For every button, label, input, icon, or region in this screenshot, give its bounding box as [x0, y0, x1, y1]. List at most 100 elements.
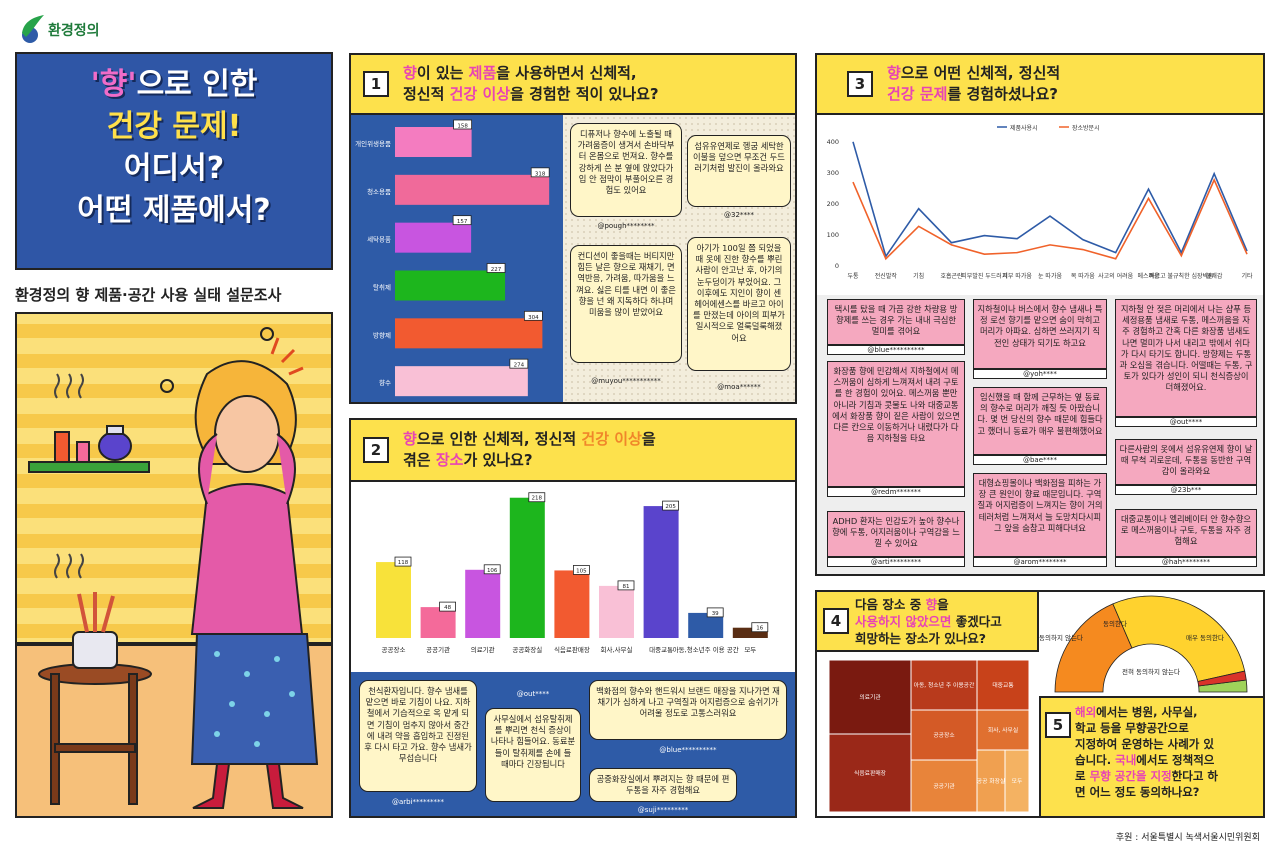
q1-header: 1 향이 있는 제품을 사용하면서 신체적, 정신적 건강 이상을 경험한 적이… — [351, 55, 795, 115]
q3-ytick-label: 0 — [835, 262, 839, 270]
q5-gauge-segment — [1197, 670, 1247, 687]
q5-question: 해외에서는 병원, 사무실, 학교 등을 무향공간으로 지정하여 운영하는 사례… — [1075, 705, 1218, 799]
q2-category-label: 대중교통 — [649, 646, 673, 654]
q2-bubble-1-user: @arbi********* — [391, 798, 445, 806]
q3-ytick-label: 200 — [827, 200, 839, 208]
q3-comment-7-user: @arom******** — [973, 557, 1107, 567]
q3-category-label: 피부 따가움 — [1002, 272, 1032, 280]
q5-gauge-segment — [1198, 679, 1248, 693]
survey-subtitle: 환경정의 향 제품·공간 사용 실태 설문조사 — [15, 286, 282, 304]
q2-value-tag — [439, 601, 456, 612]
q3-comment-5: 임신했을 때 함께 근무하는 옆 동료의 향수로 머리가 깨질 듯 아팠습니다.… — [973, 387, 1107, 455]
q1-bubble-1-user: @pough******** — [597, 222, 655, 230]
q2-value-tag — [662, 500, 680, 511]
q4-cell-label: 회사, 사무실 — [988, 726, 1018, 734]
q5-number: 5 — [1045, 712, 1071, 738]
q3-comment-6: 다른사람의 옷에서 섬유유연제 향이 날 때 무척 괴로운데, 두통을 동반한 … — [1115, 439, 1257, 485]
q3-legend-label: 장소방문시 — [1072, 124, 1100, 132]
q1-bubble-2: 섬유유연제로 헹굼 세탁한 이불을 덮으면 무조건 두드러기처럼 발진이 올라와… — [687, 135, 791, 207]
q4-header: 4 다음 장소 중 향을 사용하지 않았으면 좋겠다고 희망하는 장소가 있나요… — [817, 592, 1039, 652]
q2-bubble-3: 백화점의 향수와 핸드워시 브랜드 매장을 지나가면 재채기가 심하게 나고 구… — [589, 680, 787, 740]
q2-question: 향으로 인한 신체적, 정신적 건강 이상을 겪은 장소가 있나요? — [403, 430, 656, 469]
q1-bubble-3: 컨디션이 좋을때는 버티지만 힘든 날은 향으로 재채기, 면역반응, 가려움,… — [570, 245, 682, 363]
q3-legend-label: 제품사용시 — [1010, 124, 1038, 132]
q3-category-label: 눈 따가움 — [1038, 272, 1062, 280]
q2-bar-chart: 118 공공장소 48 공공기관 106 의료기관 218 공공화장실 105 식음료판매장 81 회… — [376, 492, 769, 654]
q3-category-label: 피부발진 두드러기 — [961, 272, 1007, 280]
hero-quote: '향' — [90, 67, 137, 102]
q2-value-label: 205 — [665, 504, 676, 510]
q3-ytick-label: 100 — [827, 231, 839, 239]
q3-category-label: 빠르고 불규칙한 심장박동 — [1149, 272, 1214, 280]
q1-bar — [395, 127, 472, 157]
q2-bar — [509, 497, 545, 638]
q4-treemap-cell — [910, 660, 978, 711]
q3-category-label: 사고의 어려움 — [1098, 272, 1134, 280]
q2-category-label: 식음료판매장 — [554, 645, 590, 654]
q1-bubble-4: 아기가 100일 쯤 되었을 때 옷에 진한 향수를 뿌린 사람이 안고난 후,… — [687, 237, 791, 371]
q1-category-label: 탈취제 — [373, 284, 391, 292]
q3-comment-8-user: @arti********* — [827, 557, 965, 567]
q1-comments: 디퓨저나 향수에 노출될 때 가려움증이 생겨서 손바닥부터 온몸으로 번져요.… — [563, 115, 795, 402]
q1-bar — [395, 222, 472, 253]
q2-value-label: 106 — [487, 568, 498, 574]
q4-number: 4 — [823, 608, 849, 634]
q1-value-label: 158 — [457, 124, 468, 130]
q3-category-label: 불쾌감 — [1206, 272, 1223, 280]
q5-block: 5 해외에서는 병원, 사무실, 학교 등을 무향공간으로 지정하여 운영하는 … — [1039, 696, 1263, 816]
q3-category-label: 목 따가움 — [1071, 272, 1095, 280]
q2-category-label: 공공장소 — [382, 645, 406, 654]
q4-cell-label: 공공장소 — [933, 732, 955, 739]
illustration — [15, 312, 333, 818]
q1-value-label: 318 — [535, 171, 546, 177]
q1-value-label: 227 — [491, 267, 502, 273]
q2-value-label: 16 — [756, 626, 763, 632]
q3-comment-8: ADHD 환자는 민감도가 높아 향수나 향에 두통, 어지러움이나 구역감을 … — [827, 511, 965, 557]
q4-treemap-cell — [910, 759, 978, 812]
q1-category-label: 세탁용품 — [367, 235, 391, 244]
q1-value-tag — [523, 310, 543, 321]
q2-bar — [599, 585, 634, 638]
q2-category-label: 의료기관 — [471, 645, 495, 654]
q5-gauge-segment — [1112, 595, 1246, 683]
q1-bubble-2-user: @32**** — [724, 211, 754, 219]
q1-value-label: 304 — [528, 315, 539, 321]
q2-bar — [376, 562, 411, 638]
q2-value-label: 105 — [576, 568, 587, 574]
q4-treemap-cell — [976, 749, 1006, 812]
q2-number: 2 — [363, 437, 389, 463]
q3-category-label: 기침 — [913, 272, 924, 280]
q4-cell-label: 대중교통 — [992, 681, 1014, 689]
q1-value-tag — [453, 119, 473, 130]
q2-value-tag — [706, 607, 724, 618]
q3-category-label: 메스꺼움 — [1137, 272, 1160, 280]
q1-bar — [395, 270, 506, 301]
q3-comment-6-user: @23b*** — [1115, 485, 1257, 495]
q2-value-tag — [528, 492, 546, 503]
q2-category-label: 모두 — [744, 646, 756, 654]
q2-bar — [420, 607, 456, 638]
q4-question: 다음 장소 중 향을 사용하지 않았으면 좋겠다고 희망하는 장소가 있나요? — [855, 596, 1002, 646]
q2-bar — [643, 506, 679, 638]
q5-segment-label: 동의하지 않는다 — [1039, 633, 1083, 642]
q4-treemap-cell — [1004, 749, 1029, 812]
q1-value-label: 274 — [514, 363, 525, 369]
hero-line2: 건강 문제! — [106, 109, 242, 144]
hero-line4: 어떤 제품에서? — [77, 193, 271, 228]
q2-value-label: 39 — [712, 611, 719, 617]
q3-ytick-label: 300 — [827, 169, 839, 177]
q4-cell-label: 공공기관 — [933, 782, 955, 790]
q1-bar-chart: 개인위생용품 158 청소용품 318 세탁용품 157 탈취제 227 방향제 304 향수 274 — [355, 119, 550, 397]
q4-q5-panel: 4 다음 장소 중 향을 사용하지 않았으면 좋겠다고 희망하는 장소가 있나요… — [815, 590, 1265, 818]
q1-category-label: 향수 — [379, 378, 391, 387]
q2-value-label: 118 — [398, 560, 409, 566]
q3-ytick-label: 400 — [827, 138, 839, 146]
q2-category-label: 회사,사무실 — [601, 645, 633, 654]
q2-bar — [554, 570, 590, 638]
q2-bar — [465, 569, 501, 638]
q2-bubble-4: 공중화장실에서 뿌려지는 향 때문에 편두통을 자주 경험해요 — [589, 768, 737, 802]
q3-category-label: 호흡곤란 — [940, 272, 963, 280]
q1-number: 1 — [363, 71, 389, 97]
q2-header: 2 향으로 인한 신체적, 정신적 건강 이상을 겪은 장소가 있나요? — [351, 420, 795, 482]
